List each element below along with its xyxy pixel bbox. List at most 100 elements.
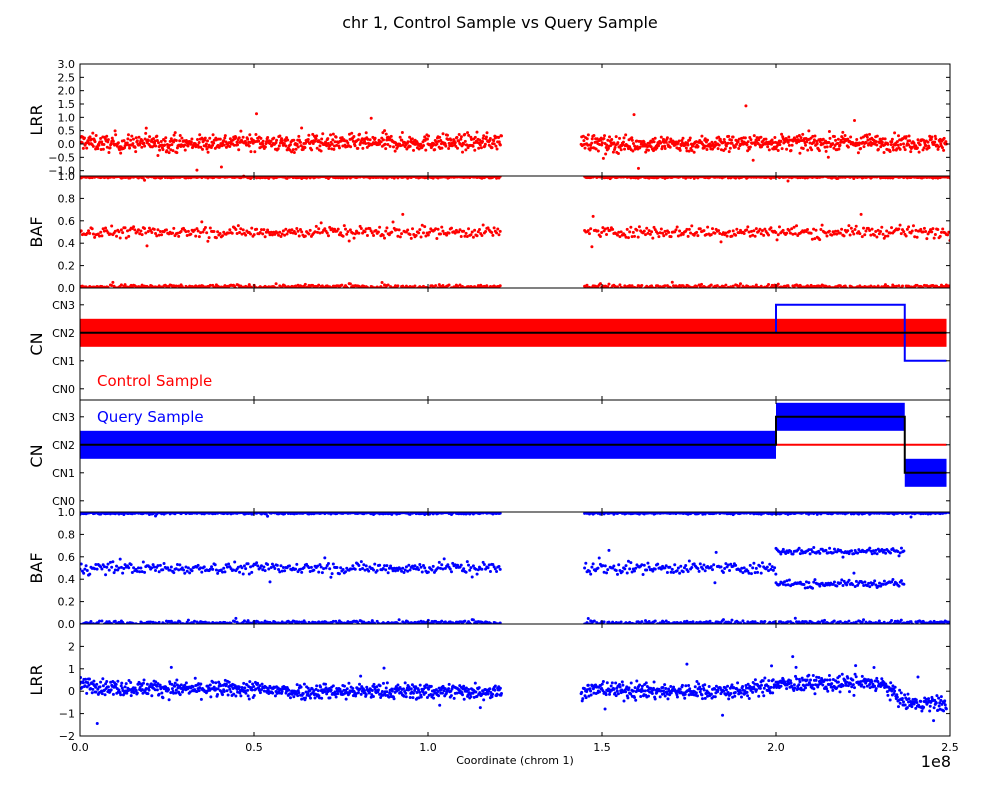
data-point	[345, 232, 349, 236]
data-point	[180, 136, 184, 140]
data-point	[140, 283, 144, 287]
data-point	[195, 138, 199, 142]
data-point	[146, 230, 150, 234]
data-point	[441, 229, 445, 233]
data-point	[95, 567, 99, 571]
data-point	[473, 135, 477, 139]
data-point	[234, 135, 238, 139]
data-point	[473, 148, 477, 152]
data-point	[328, 225, 332, 229]
data-point	[463, 132, 467, 136]
data-point	[810, 237, 814, 241]
data-point	[904, 234, 908, 238]
data-point	[680, 138, 684, 142]
data-point	[618, 136, 622, 140]
plot-area	[80, 104, 948, 176]
data-point	[585, 283, 589, 287]
data-point	[748, 234, 752, 238]
data-point	[223, 134, 227, 138]
data-point	[424, 234, 428, 238]
data-point	[85, 568, 89, 572]
data-point	[661, 231, 665, 235]
data-point	[753, 143, 757, 147]
data-point	[287, 228, 291, 232]
data-point	[818, 620, 822, 624]
data-point	[879, 229, 883, 233]
data-point	[261, 232, 265, 236]
data-point	[695, 284, 699, 288]
data-point	[236, 565, 240, 569]
data-point	[144, 131, 148, 135]
data-point	[824, 149, 828, 153]
data-point	[154, 568, 158, 572]
data-point	[440, 619, 444, 623]
data-point	[847, 224, 851, 228]
data-point	[143, 144, 147, 148]
data-point	[762, 233, 766, 237]
data-point	[85, 231, 89, 235]
y-tick-label: −0.5	[48, 151, 75, 164]
data-point	[706, 138, 710, 142]
data-point	[821, 621, 825, 624]
data-point	[746, 140, 750, 144]
data-point	[306, 137, 310, 141]
data-point	[636, 235, 640, 239]
data-point	[592, 619, 596, 623]
data-point	[946, 233, 950, 237]
data-point	[896, 134, 900, 138]
data-point	[656, 231, 660, 235]
data-point	[876, 147, 880, 151]
data-point	[644, 150, 648, 154]
data-point	[640, 283, 644, 287]
data-point	[348, 282, 352, 286]
data-point	[838, 620, 842, 624]
data-point	[108, 232, 112, 236]
data-point	[770, 283, 774, 287]
data-point	[198, 133, 202, 137]
data-point	[730, 618, 734, 622]
data-point	[908, 139, 912, 143]
data-point	[745, 228, 749, 232]
data-point	[376, 230, 380, 234]
data-point	[115, 564, 119, 568]
data-point	[434, 227, 438, 231]
data-point	[259, 228, 263, 232]
data-point	[308, 228, 312, 232]
data-point	[179, 229, 183, 233]
data-point	[612, 141, 616, 145]
data-point	[481, 136, 485, 140]
data-point	[126, 137, 130, 141]
data-point	[691, 620, 695, 624]
data-point	[598, 282, 602, 286]
data-point	[401, 143, 405, 147]
data-point	[391, 220, 395, 224]
data-point	[708, 619, 712, 623]
data-point	[875, 235, 879, 239]
data-point	[812, 227, 816, 231]
data-point	[769, 176, 773, 180]
data-point	[291, 148, 295, 152]
data-point	[205, 231, 209, 235]
data-point	[269, 566, 273, 570]
data-point	[717, 135, 721, 139]
data-point	[347, 132, 351, 136]
data-point	[631, 230, 635, 234]
data-point	[735, 227, 739, 231]
data-point	[261, 142, 265, 146]
data-point	[678, 229, 682, 233]
data-point	[366, 624, 369, 627]
data-point	[178, 133, 182, 137]
data-point	[422, 143, 426, 147]
data-point	[130, 134, 134, 138]
data-point	[484, 135, 488, 139]
data-point	[408, 233, 412, 237]
data-point	[421, 284, 425, 288]
data-point	[937, 145, 941, 149]
data-point	[469, 233, 473, 237]
data-point	[233, 560, 237, 564]
data-point	[827, 130, 831, 134]
data-point	[330, 142, 334, 146]
data-point	[234, 616, 238, 620]
data-point	[156, 228, 160, 232]
data-point	[717, 143, 721, 147]
